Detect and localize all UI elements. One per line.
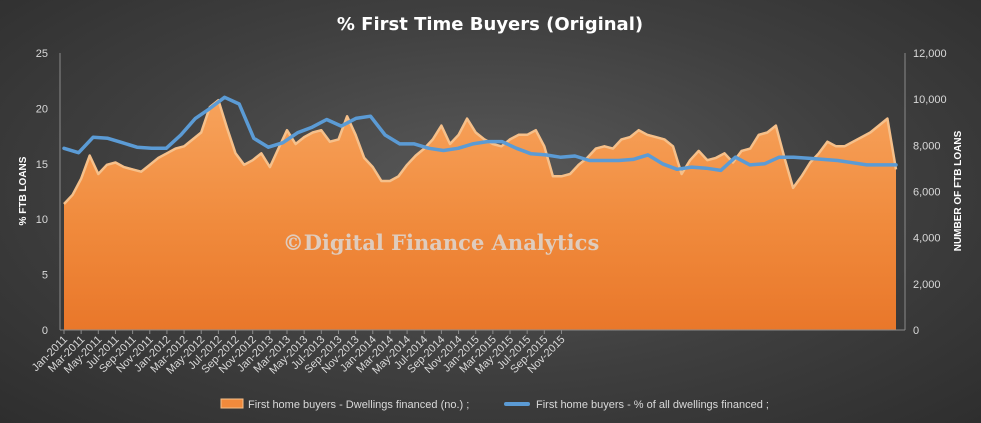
watermark: ©Digital Finance Analytics	[283, 230, 600, 255]
x-axis-ticks: Jan-2011Mar-2011May-2011Jul-2011Sep-2011…	[30, 330, 568, 377]
right-tick-label: 4,000	[913, 233, 941, 245]
left-tick-label: 25	[36, 48, 48, 60]
right-tick-label: 2,000	[913, 279, 941, 291]
left-axis-title: % FTB LOANS	[18, 156, 29, 225]
legend-area-swatch	[220, 398, 244, 409]
left-tick-label: 0	[42, 325, 48, 337]
left-tick-label: 15	[36, 159, 48, 171]
chart-title: % First Time Buyers (Original)	[337, 14, 643, 35]
area-series-fill	[64, 99, 896, 330]
left-tick-label: 10	[36, 214, 48, 226]
right-axis-title: NUMBER OF FTB LOANS	[953, 130, 964, 251]
plot-area	[62, 95, 898, 330]
right-tick-label: 6,000	[913, 187, 941, 199]
legend-line-label: First home buyers - % of all dwellings f…	[536, 399, 769, 411]
left-tick-label: 20	[36, 103, 48, 115]
line-series-path	[62, 95, 898, 173]
right-tick-label: 8,000	[913, 140, 941, 152]
right-tick-label: 0	[913, 325, 919, 337]
right-tick-label: 12,000	[913, 48, 947, 60]
right-axis-ticks: 0 2,000 4,000 6,000 8,000 10,000 12,000	[913, 48, 947, 337]
legend: First home buyers - Dwellings financed (…	[220, 398, 769, 411]
legend-area-label: First home buyers - Dwellings financed (…	[248, 399, 469, 411]
area-series-top-edge	[63, 98, 898, 205]
left-tick-label: 5	[42, 270, 48, 282]
left-axis-ticks: 0 5 10 15 20 25	[36, 48, 48, 337]
right-tick-label: 10,000	[913, 94, 947, 106]
